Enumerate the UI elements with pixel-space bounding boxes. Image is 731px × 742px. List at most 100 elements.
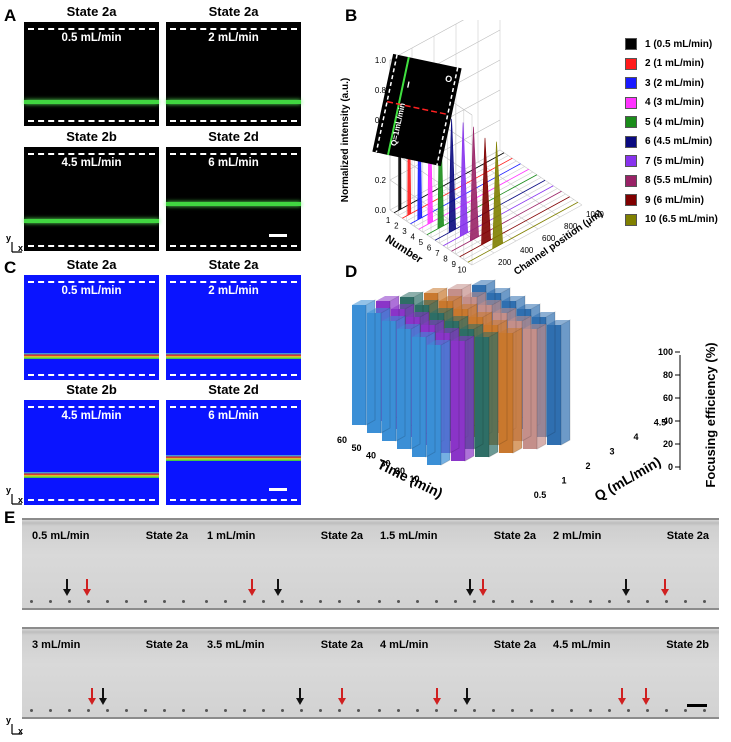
particle: [319, 709, 322, 712]
position-tick-label: 200: [498, 258, 512, 267]
legend-swatch: [625, 57, 637, 70]
z-tick-label: 0.2: [375, 176, 387, 185]
position-tick-label: 400: [520, 246, 534, 255]
brightfield-image-tile: 4 mL/min State 2a: [370, 627, 546, 719]
number-tick-label: 3: [402, 227, 407, 236]
series-baseline: [451, 190, 562, 252]
brightfield-image-tile: 2 mL/min State 2a: [543, 518, 719, 610]
particle: [338, 709, 341, 712]
channel-wall-bottom: [28, 374, 155, 376]
tile-flow-rate: 3.5 mL/min: [207, 639, 265, 651]
tile-flow-rate: 6 mL/min: [208, 410, 259, 422]
time-tick-label: 20: [395, 466, 405, 476]
particle: [106, 709, 109, 712]
brightfield-image-tile: 1 mL/min State 2a: [197, 518, 373, 610]
q-tick-label: 4: [633, 432, 638, 442]
time-tick-label: 60: [337, 435, 347, 445]
panel-a-axis-y: y: [6, 233, 12, 243]
panel-b-3d-intensity-chart: 0.00.20.40.60.81.01234567891020040060080…: [340, 20, 605, 275]
channel-wall-top: [28, 28, 155, 30]
time-tick-label: 40: [366, 451, 376, 461]
tile-state-title: State 2a: [208, 257, 259, 272]
legend-entry: 1 (0.5 mL/min): [625, 35, 712, 53]
particle: [703, 709, 706, 712]
red-arrow-icon: [248, 579, 256, 596]
particle: [182, 600, 185, 603]
particle: [106, 600, 109, 603]
legend-swatch: [625, 77, 637, 89]
black-arrow-icon: [296, 688, 304, 705]
particle: [397, 600, 400, 603]
channel-wall-top: [28, 153, 155, 155]
particle: [454, 709, 457, 712]
legend-label: 8 (5.5 mL/min): [645, 175, 713, 186]
tile-state-title: State 2b: [66, 382, 117, 397]
tile-flow-rate: 4.5 mL/min: [553, 639, 611, 651]
position-tick-label: 800: [564, 222, 578, 231]
red-arrow-icon: [618, 688, 626, 705]
tile-state-label: State 2a: [145, 530, 188, 542]
series-peak: [492, 141, 503, 250]
q-tick-label: 1: [561, 476, 566, 486]
number-tick-label: 2: [394, 221, 399, 230]
panel-label-c: C: [4, 258, 17, 277]
channel-wall-bottom: [28, 499, 155, 501]
particle: [397, 709, 400, 712]
particle: [551, 709, 554, 712]
channel-wall-top: [28, 281, 155, 283]
legend-label: 9 (6 mL/min): [645, 194, 704, 206]
tile-state-label: State 2a: [493, 639, 536, 651]
panel-e-axis-y: y: [6, 715, 12, 725]
particle: [205, 600, 208, 603]
particle: [378, 600, 381, 603]
series-baseline: [467, 201, 579, 263]
inset-mark-outlet: O: [444, 73, 453, 84]
red-arrow-icon: [642, 688, 650, 705]
legend-entry: 2 (1 mL/min): [625, 55, 704, 73]
particle: [87, 600, 90, 603]
legend-swatch: [625, 155, 637, 167]
channel-wall-top: [170, 28, 297, 30]
image-tile: State 2a 2 mL/min: [166, 4, 301, 126]
particle: [224, 600, 227, 603]
z-axis-label: Normalized intensity (a.u.): [340, 78, 351, 202]
brightfield-image-tile: 0.5 mL/min State 2a: [22, 518, 198, 610]
particle: [205, 709, 208, 712]
z-tick-label: 0: [668, 462, 673, 472]
legend-swatch: [625, 194, 637, 206]
legend-entry: 7 (5 mL/min): [625, 152, 704, 170]
legend-label: 4 (3 mL/min): [645, 97, 704, 108]
red-arrow-icon: [83, 579, 91, 596]
legend-label: 3 (2 mL/min): [645, 77, 704, 89]
black-arrow-icon: [463, 688, 471, 705]
time-tick-label: 30: [380, 458, 390, 468]
particle: [68, 709, 71, 712]
particle-stream: [166, 202, 301, 206]
black-arrow-icon: [274, 579, 282, 596]
black-arrow-icon: [466, 579, 474, 596]
legend-entry: 5 (4 mL/min): [625, 113, 704, 131]
channel-wall-bottom: [170, 499, 297, 501]
image-tile: State 2d 6 mL/min: [166, 129, 301, 251]
number-tick-label: 4: [410, 232, 415, 241]
particle: [378, 709, 381, 712]
particle: [300, 709, 303, 712]
legend-entry: 6 (4.5 mL/min): [625, 133, 712, 151]
tile-flow-rate: 0.5 mL/min: [61, 285, 122, 297]
series-peak: [469, 126, 479, 242]
particle: [262, 709, 265, 712]
panel-b-legend: 1 (0.5 mL/min) 2 (1 mL/min) 3 (2 mL/min) 4 …: [625, 35, 731, 235]
legend-entry: 9 (6 mL/min): [625, 191, 704, 209]
tile-flow-rate: 0.5 mL/min: [61, 32, 122, 44]
image-tile: State 2a 0.5 mL/min: [24, 257, 159, 380]
tile-state-label: State 2a: [320, 530, 363, 542]
particle: [646, 709, 649, 712]
particle: [608, 600, 611, 603]
series-peak: [459, 122, 468, 238]
particle: [570, 600, 573, 603]
particle: [338, 600, 341, 603]
particle: [68, 600, 71, 603]
red-arrow-icon: [433, 688, 441, 705]
legend-label: 6 (4.5 mL/min): [645, 136, 713, 147]
image-tile: State 2d 6 mL/min: [166, 382, 301, 505]
